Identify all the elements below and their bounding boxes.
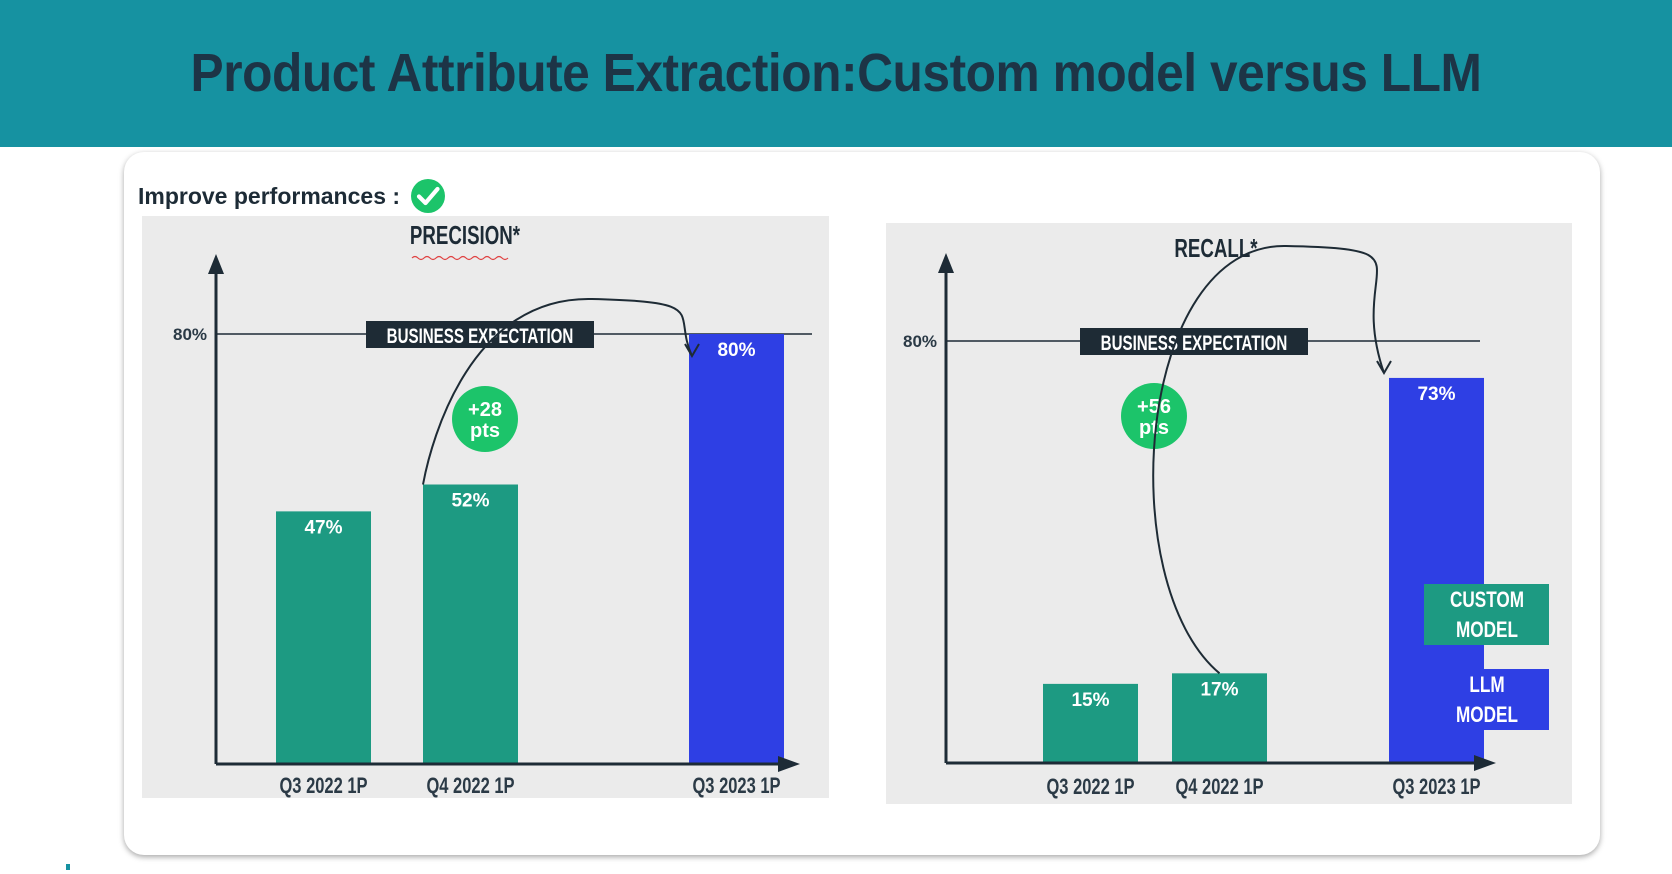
bar (1043, 683, 1138, 763)
bar (689, 334, 784, 764)
x-axis-arrow (1474, 755, 1496, 771)
bar (423, 484, 518, 764)
x-axis-arrow (778, 756, 800, 772)
legend-llm-model-label: LLM MODEL (1455, 671, 1518, 727)
bar-value-label: 52% (451, 491, 489, 512)
business-expectation-box (366, 321, 594, 348)
legend-custom-model: CUSTOM MODEL (1424, 584, 1549, 645)
bar-value-label: 17% (1200, 679, 1238, 700)
x-tick-label: Q3 2023 1P (692, 774, 780, 798)
legend-custom-model-label: CUSTOM MODEL (1449, 586, 1524, 642)
y-axis-arrow (938, 253, 954, 273)
spellcheck-underline (411, 255, 509, 261)
gain-unit-label: pts (1139, 417, 1169, 439)
gain-bubble (1121, 383, 1187, 449)
y-tick-label-80: 80% (903, 332, 937, 351)
x-tick-label: Q3 2022 1P (279, 774, 367, 798)
bar-value-label: 73% (1417, 384, 1455, 405)
improve-performances-label: Improve performances : (138, 182, 401, 209)
gain-arrowhead (1376, 360, 1392, 375)
gain-bubble (452, 386, 518, 452)
corner-mark (66, 864, 70, 870)
bar (1172, 673, 1267, 763)
bar-value-label: 80% (717, 340, 755, 361)
gain-arrow (1152, 244, 1385, 675)
gain-arrow (422, 297, 693, 485)
title-banner: Product Attribute Extraction:Custom mode… (0, 0, 1672, 147)
x-tick-label: Q3 2023 1P (1392, 775, 1480, 800)
bar (276, 511, 371, 764)
y-tick-label-80: 80% (173, 325, 207, 344)
gain-arrowhead (684, 343, 700, 358)
page-title: Product Attribute Extraction:Custom mode… (190, 43, 1482, 103)
chart-title: PRECISION* (410, 220, 520, 250)
precision-chart: PRECISION* 80% BUSINESS EXPECTATION 47% Q3 2… (142, 216, 829, 798)
x-tick-label: Q4 2022 1P (426, 774, 514, 798)
chart-svg: PRECISION* 80% BUSINESS EXPECTATION 47% Q3 2… (142, 216, 829, 798)
gain-label: +28 (468, 399, 502, 421)
legend-llm-model: LLM MODEL (1424, 669, 1549, 730)
business-expectation-box (1080, 328, 1308, 355)
y-axis-arrow (208, 254, 224, 274)
gain-label: +56 (1137, 396, 1171, 418)
business-expectation-label: BUSINESS EXPECTATION (1101, 330, 1288, 354)
x-tick-label: Q4 2022 1P (1175, 775, 1263, 800)
bar-value-label: 47% (304, 517, 342, 538)
gain-unit-label: pts (470, 420, 500, 442)
check-circle-icon (411, 179, 446, 213)
x-tick-label: Q3 2022 1P (1046, 775, 1134, 800)
chart-title: RECALL* (1174, 233, 1257, 263)
bar-value-label: 15% (1071, 690, 1109, 711)
improve-performances-row: Improve performances : (138, 178, 446, 214)
business-expectation-label: BUSINESS EXPECTATION (387, 323, 574, 347)
